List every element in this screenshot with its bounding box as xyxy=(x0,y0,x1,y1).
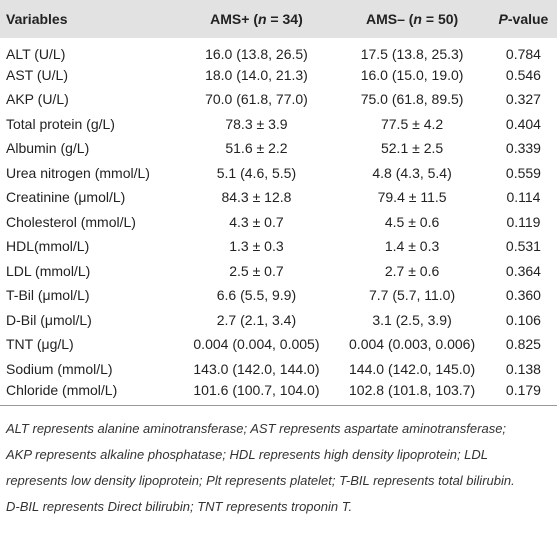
value-cell: 18.0 (14.0, 21.3) xyxy=(205,66,308,83)
value-cell: 0.360 xyxy=(505,287,541,304)
variable-cell: LDL (mmol/L) xyxy=(6,262,91,279)
value-cell: 0.546 xyxy=(505,66,541,83)
header-text: AMS– ( xyxy=(365,11,414,27)
table-body: ALT (U/L) 16.0 (13.8, 26.5) 17.5 (13.8, 25… xyxy=(0,38,557,406)
value-cell: 2.7 ± 0.6 xyxy=(384,262,440,279)
value-cell: 16.0 (13.8, 26.5) xyxy=(205,46,308,63)
variable-cell: T-Bil (μmol/L) xyxy=(6,287,90,304)
table-row: Total protein (g/L) 78.3 ± 3.9 77.5 ± 4.2 0… xyxy=(0,112,557,137)
value-cell: 77.5 ± 4.2 xyxy=(380,115,444,132)
footnote-line: D-BIL represents Direct bilirubin; TNT r… xyxy=(6,499,353,514)
variable-cell: D-Bil (μmol/L) xyxy=(6,311,92,328)
value-cell: 84.3 ± 12.8 xyxy=(221,189,292,206)
table-row: Chloride (mmol/L) 101.6 (100.7, 104.0) 102… xyxy=(0,381,557,406)
variable-cell: Creatinine (μmol/L) xyxy=(6,189,126,206)
footnote-line: ALT represents alanine aminotransferase;… xyxy=(6,421,507,436)
variable-cell: ALT (U/L) xyxy=(6,46,66,63)
header-text: AMS+ ( xyxy=(210,11,258,27)
value-cell: 75.0 (61.8, 89.5) xyxy=(360,91,464,108)
table-row: D-Bil (μmol/L) 2.7 (2.1, 3.4) 3.1 (2.5, 3.… xyxy=(0,308,557,333)
value-cell: 2.7 (2.1, 3.4) xyxy=(216,311,297,328)
value-cell: 0.106 xyxy=(505,311,541,328)
value-cell: 78.3 ± 3.9 xyxy=(225,115,288,132)
header-text: n xyxy=(257,11,267,27)
table-header: Variables AMS+ (n = 34) AMS– (n = 50) P-val… xyxy=(0,0,557,38)
value-cell: 16.0 (15.0, 19.0) xyxy=(360,66,464,83)
value-cell: 2.5 ± 0.7 xyxy=(229,262,284,279)
variable-cell: Total protein (g/L) xyxy=(6,115,115,132)
table-row: Creatinine (μmol/L) 84.3 ± 12.8 79.4 ± 11.… xyxy=(0,185,557,210)
variable-cell: Sodium (mmol/L) xyxy=(6,360,113,377)
table-row: AKP (U/L) 70.0 (61.8, 77.0) 75.0 (61.8, 89… xyxy=(0,87,557,112)
data-table: Variables AMS+ (n = 34) AMS– (n = 50) P-val… xyxy=(0,0,557,406)
footnote-line: represents low density lipoprotein; Plt … xyxy=(6,473,515,488)
header-text: -value xyxy=(507,11,549,27)
value-cell: 0.004 (0.003, 0.006) xyxy=(349,336,476,353)
header-cell: AMS– (n = 50) xyxy=(334,0,490,38)
header-text: Variables xyxy=(6,11,68,27)
value-cell: 0.004 (0.004, 0.005) xyxy=(193,336,320,353)
value-cell: 52.1 ± 2.5 xyxy=(380,140,444,157)
value-cell: 1.3 ± 0.3 xyxy=(229,238,284,255)
table-row: ALT (U/L) 16.0 (13.8, 26.5) 17.5 (13.8, 25… xyxy=(0,38,557,63)
table-row: LDL (mmol/L) 2.5 ± 0.7 2.7 ± 0.6 0.364 xyxy=(0,259,557,284)
value-cell: 102.8 (101.8, 103.7) xyxy=(349,382,476,398)
table-row: Albumin (g/L) 51.6 ± 2.2 52.1 ± 2.5 0.339 xyxy=(0,136,557,161)
table-row: TNT (μg/L) 0.004 (0.004, 0.005) 0.004 (0.0… xyxy=(0,332,557,357)
value-cell: 51.6 ± 2.2 xyxy=(225,140,288,157)
value-cell: 0.339 xyxy=(505,140,541,157)
value-cell: 0.825 xyxy=(505,336,541,353)
value-cell: 0.327 xyxy=(505,91,541,108)
header-text: = 34) xyxy=(266,11,303,27)
variable-cell: Urea nitrogen (mmol/L) xyxy=(6,164,150,181)
value-cell: 70.0 (61.8, 77.0) xyxy=(205,91,308,108)
value-cell: 0.404 xyxy=(505,115,541,132)
value-cell: 0.179 xyxy=(505,382,541,398)
table-row: AST (U/L) 18.0 (14.0, 21.3) 16.0 (15.0, 19… xyxy=(0,63,557,88)
variable-cell: AST (U/L) xyxy=(6,66,68,83)
value-cell: 101.6 (100.7, 104.0) xyxy=(193,382,320,398)
table-row: T-Bil (μmol/L) 6.6 (5.5, 9.9) 7.7 (5.7, 11… xyxy=(0,283,557,308)
value-cell: 4.5 ± 0.6 xyxy=(384,213,440,230)
value-cell: 79.4 ± 11.5 xyxy=(377,189,447,206)
value-cell: 0.784 xyxy=(505,46,541,63)
footnote-line: AKP represents alkaline phosphatase; HDL… xyxy=(6,447,489,462)
value-cell: 143.0 (142.0, 144.0) xyxy=(193,360,320,377)
value-cell: 1.4 ± 0.3 xyxy=(384,238,440,255)
value-cell: 0.119 xyxy=(506,213,541,230)
value-cell: 0.114 xyxy=(506,189,541,206)
table-row: HDL(mmol/L) 1.3 ± 0.3 1.4 ± 0.3 0.531 xyxy=(0,234,557,259)
value-cell: 0.138 xyxy=(505,360,541,377)
table-row: Sodium (mmol/L) 143.0 (142.0, 144.0) 144.0… xyxy=(0,357,557,382)
variable-cell: Cholesterol (mmol/L) xyxy=(6,213,136,230)
header-cell: Variables xyxy=(0,0,179,38)
variable-cell: Chloride (mmol/L) xyxy=(6,382,118,398)
table-row: Urea nitrogen (mmol/L) 5.1 (4.6, 5.5) 4.8 … xyxy=(0,161,557,186)
value-cell: 0.559 xyxy=(505,164,541,181)
footnote: ALT represents alanine aminotransferase;… xyxy=(0,406,557,520)
variable-cell: Albumin (g/L) xyxy=(6,140,90,157)
value-cell: 7.7 (5.7, 11.0) xyxy=(369,287,456,304)
header-row: Variables AMS+ (n = 34) AMS– (n = 50) P-val… xyxy=(0,0,557,38)
value-cell: 4.3 ± 0.7 xyxy=(229,213,284,230)
value-cell: 0.531 xyxy=(505,238,541,255)
value-cell: 144.0 (142.0, 145.0) xyxy=(349,360,476,377)
header-text: n xyxy=(413,11,422,27)
header-text: P xyxy=(498,11,508,27)
variable-cell: AKP (U/L) xyxy=(6,91,69,108)
value-cell: 4.8 (4.3, 5.4) xyxy=(372,164,452,181)
value-cell: 6.6 (5.5, 9.9) xyxy=(216,287,297,304)
variable-cell: HDL(mmol/L) xyxy=(6,238,90,255)
header-cell: AMS+ (n = 34) xyxy=(179,0,335,38)
value-cell: 3.1 (2.5, 3.9) xyxy=(372,311,452,328)
header-text: = 50) xyxy=(421,11,459,27)
value-cell: 5.1 (4.6, 5.5) xyxy=(216,164,297,181)
header-cell: P-value xyxy=(490,0,557,38)
variable-cell: TNT (μg/L) xyxy=(6,336,74,353)
value-cell: 17.5 (13.8, 25.3) xyxy=(360,46,464,63)
value-cell: 0.364 xyxy=(505,262,541,279)
table-row: Cholesterol (mmol/L) 4.3 ± 0.7 4.5 ± 0.6 0.… xyxy=(0,210,557,235)
